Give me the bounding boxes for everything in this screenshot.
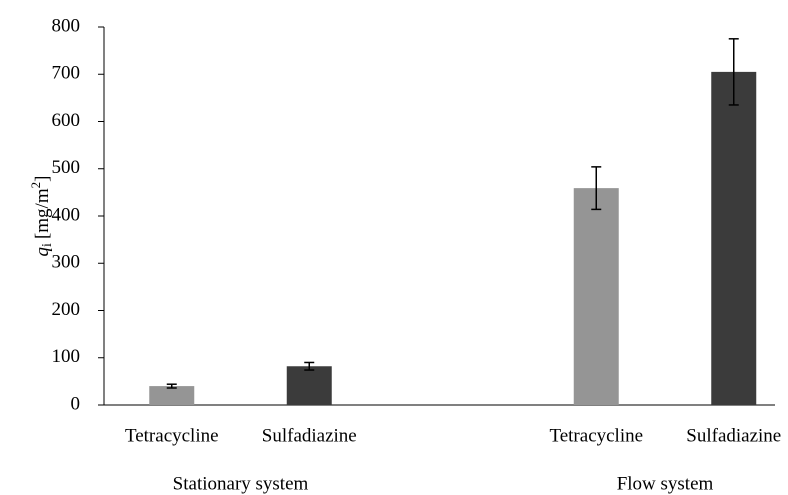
error-bar	[591, 166, 602, 211]
y-tick-label: 0	[71, 393, 81, 414]
y-tick-label: 800	[52, 15, 81, 36]
y-tick-label: 300	[52, 252, 81, 273]
error-bar	[166, 383, 177, 389]
x-tick-label: Tetracycline	[549, 425, 643, 446]
y-tick-label: 200	[52, 299, 81, 320]
x-tick-label: Sulfadiazine	[686, 425, 781, 446]
y-label-superscript: 2	[28, 182, 43, 189]
group-label: Stationary system	[173, 473, 309, 494]
bar	[286, 366, 332, 405]
y-tick-label: 700	[52, 63, 81, 84]
error-bar	[728, 38, 739, 106]
bar	[573, 188, 619, 405]
y-tick-label: 400	[52, 204, 81, 225]
y-label-close: ]	[32, 176, 53, 182]
bar	[149, 386, 195, 405]
group-label: Flow system	[617, 473, 714, 494]
error-bar	[304, 361, 315, 371]
x-tick-label: Tetracycline	[125, 425, 219, 446]
bar	[711, 71, 757, 405]
y-tick-label: 100	[52, 346, 81, 367]
y-label-subscript: i	[40, 243, 55, 247]
y-tick-label: 500	[52, 157, 81, 178]
y-tick-label: 600	[52, 110, 81, 131]
y-label-symbol: q	[32, 246, 53, 256]
y-axis-label: qi [mg/m2]	[28, 176, 55, 257]
y-label-unit: [mg/m	[32, 188, 53, 239]
x-tick-label: Sulfadiazine	[262, 425, 357, 446]
